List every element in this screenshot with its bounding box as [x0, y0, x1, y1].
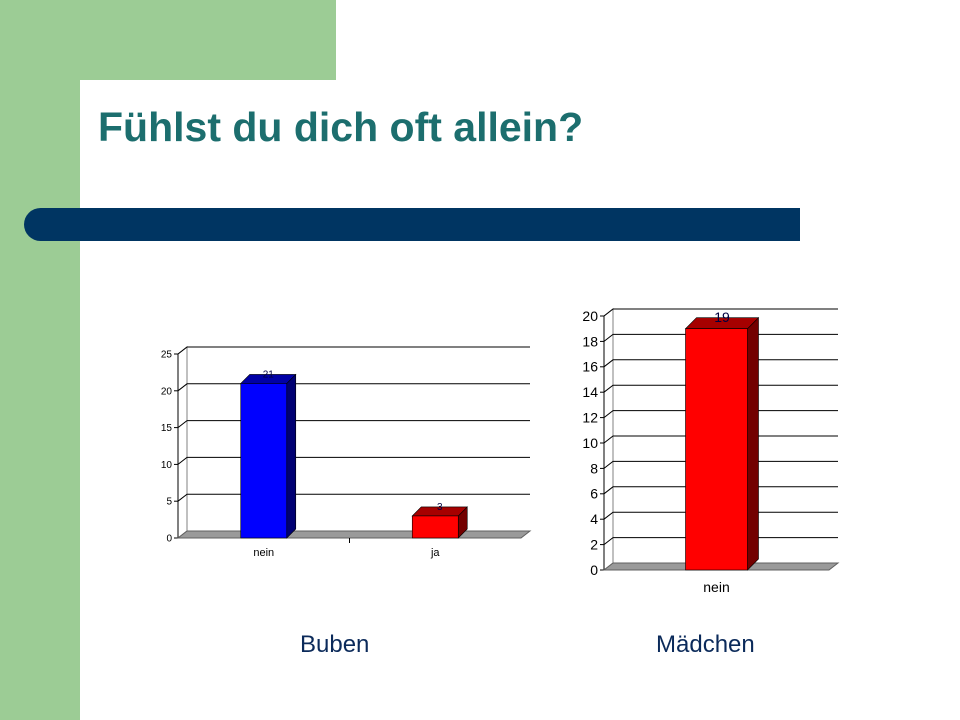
y-tick-label: 10	[582, 435, 598, 451]
chart-side-wall	[177, 345, 188, 540]
y-tick-label: 18	[582, 333, 598, 349]
x-category-label: nein	[703, 579, 729, 595]
green-side-band	[0, 0, 80, 720]
gridline	[603, 333, 838, 342]
title-underline-bar	[24, 208, 800, 241]
rounded-corner	[80, 80, 160, 160]
x-category-label: nein	[253, 547, 274, 559]
gridline	[603, 460, 838, 469]
gridline	[603, 359, 838, 368]
y-tick-label: 12	[582, 410, 598, 426]
data-label: 21	[263, 369, 275, 380]
y-tick-label: 5	[166, 497, 172, 508]
bar	[685, 328, 748, 571]
y-tick-label: 6	[590, 486, 598, 502]
y-tick-label: 0	[166, 534, 172, 545]
y-tick-label: 15	[161, 423, 173, 434]
chart-buben: 0 5 10 15 20 25 21 nein 3 ja	[161, 345, 532, 559]
gridline	[177, 383, 530, 392]
caption-maedchen: Mädchen	[656, 631, 755, 658]
gridline	[603, 537, 838, 545]
gridline	[603, 410, 838, 418]
caption-buben: Buben	[300, 631, 370, 658]
bar	[240, 383, 288, 539]
bar	[411, 515, 459, 539]
gridline	[603, 511, 838, 520]
slide-title: Fühlst du dich oft allein?	[98, 104, 584, 150]
x-category-label: ja	[430, 547, 440, 559]
y-tick-label: 20	[161, 386, 173, 397]
y-tick-label: 2	[590, 537, 598, 553]
gridline	[603, 486, 838, 495]
gridline	[177, 456, 530, 465]
y-tick-label: 4	[590, 511, 598, 527]
y-tick-label: 0	[590, 562, 598, 578]
gridline	[603, 308, 838, 317]
y-tick-label: 25	[161, 350, 173, 361]
y-tick-label: 10	[161, 460, 173, 471]
y-tick-label: 8	[590, 460, 598, 476]
gridline	[603, 384, 838, 393]
chart-floor	[176, 530, 532, 539]
y-tick-label: 14	[582, 384, 598, 400]
bar-side	[286, 373, 297, 539]
y-tick-label: 20	[582, 308, 598, 324]
gridline	[177, 420, 530, 428]
gridline	[177, 346, 530, 355]
chart-maedchen: 0 2 4 6 8 10 12 14 16 18 20 19 nein	[582, 308, 840, 595]
gridline	[177, 493, 530, 502]
data-label: 3	[437, 502, 443, 513]
gridline	[603, 435, 838, 444]
bar-side	[747, 316, 759, 571]
data-label: 19	[714, 309, 730, 325]
y-tick-label: 16	[582, 359, 598, 375]
